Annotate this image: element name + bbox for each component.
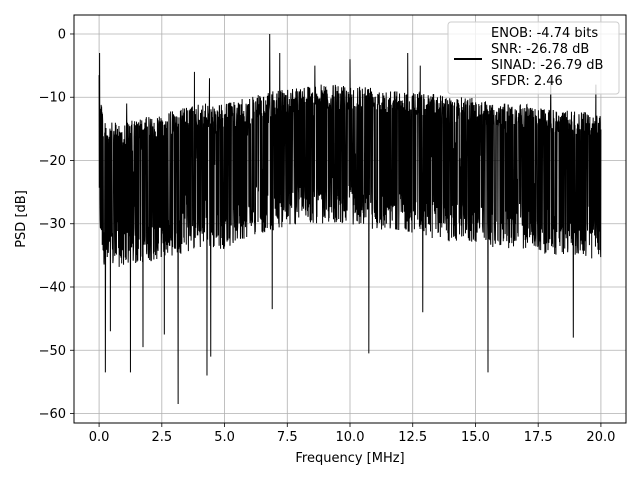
- x-tick-label: 2.5: [151, 430, 172, 445]
- psd-series: [98, 33, 602, 405]
- y-tick-label: 0: [58, 27, 66, 42]
- y-axis: 0 −10 −20 −30 −40 −50 −60: [39, 27, 74, 422]
- y-tick-label: −20: [39, 154, 66, 169]
- y-tick-label: −40: [39, 281, 66, 296]
- legend-sinad: SINAD: -26.79 dB: [491, 58, 603, 73]
- y-axis-title: PSD [dB]: [14, 190, 29, 248]
- psd-line: [98, 33, 602, 405]
- y-tick-label: −30: [39, 217, 66, 232]
- legend-box: [447, 21, 620, 95]
- x-axis-title: Frequency [MHz]: [295, 451, 404, 466]
- legend-sfdr: SFDR: 2.46: [491, 74, 563, 89]
- x-tick-label: 20.0: [586, 430, 615, 445]
- legend-snr: SNR: -26.78 dB: [491, 42, 589, 57]
- x-tick-label: 10.0: [336, 430, 365, 445]
- x-tick-label: 7.5: [277, 430, 298, 445]
- y-tick-label: −10: [39, 91, 66, 106]
- x-tick-label: 5.0: [214, 430, 235, 445]
- legend-enob: ENOB: -4.74 bits: [491, 26, 598, 41]
- x-tick-label: 12.5: [398, 430, 427, 445]
- x-tick-label: 17.5: [524, 430, 553, 445]
- x-axis: 0.0 2.5 5.0 7.5 10.0 12.5 15.0 17.5 20.0: [89, 423, 615, 445]
- y-tick-label: −50: [39, 344, 66, 359]
- x-tick-label: 0.0: [89, 430, 110, 445]
- x-tick-label: 15.0: [461, 430, 490, 445]
- y-tick-label: −60: [39, 407, 66, 422]
- legend: ENOB: -4.74 bits SNR: -26.78 dB SINAD: -…: [447, 21, 620, 95]
